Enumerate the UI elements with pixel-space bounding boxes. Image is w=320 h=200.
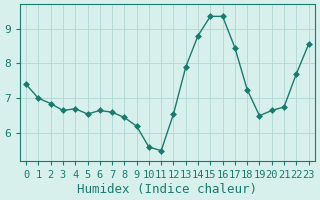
- X-axis label: Humidex (Indice chaleur): Humidex (Indice chaleur): [77, 183, 257, 196]
